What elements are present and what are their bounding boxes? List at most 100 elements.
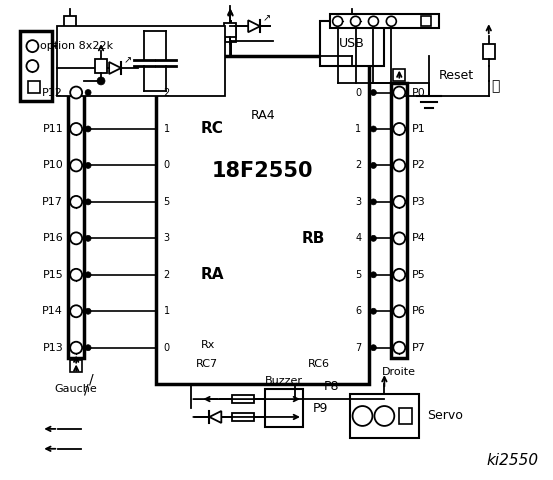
Bar — [28, 81, 40, 93]
Bar — [330, 14, 439, 28]
Text: P4: P4 — [412, 233, 426, 243]
Text: RA: RA — [200, 267, 224, 282]
Text: P12: P12 — [43, 87, 63, 97]
Text: 7: 7 — [355, 343, 362, 353]
Circle shape — [393, 196, 405, 208]
Text: ↗: ↗ — [124, 55, 132, 65]
Text: Droite: Droite — [382, 367, 416, 377]
Text: P7: P7 — [412, 343, 426, 353]
Circle shape — [371, 308, 377, 314]
Text: 2: 2 — [164, 270, 170, 280]
Text: 0: 0 — [356, 87, 362, 97]
Text: P3: P3 — [412, 197, 426, 207]
Circle shape — [27, 60, 38, 72]
Circle shape — [393, 305, 405, 317]
Bar — [265, 389, 303, 427]
Bar — [64, 16, 76, 29]
Circle shape — [393, 269, 405, 281]
Circle shape — [351, 16, 361, 26]
Circle shape — [85, 235, 91, 241]
Text: P13: P13 — [43, 343, 63, 353]
Circle shape — [393, 342, 405, 354]
Text: 6: 6 — [356, 306, 362, 316]
Bar — [70, 360, 82, 372]
Text: 5: 5 — [355, 270, 362, 280]
Bar — [68, 83, 84, 358]
Text: 1: 1 — [164, 124, 170, 134]
Text: P14: P14 — [43, 306, 63, 316]
Bar — [421, 16, 431, 26]
Text: 3: 3 — [356, 197, 362, 207]
Circle shape — [371, 126, 377, 132]
Bar — [225, 23, 236, 37]
Circle shape — [70, 159, 82, 171]
Circle shape — [371, 162, 377, 168]
Text: Buzzer: Buzzer — [265, 376, 303, 386]
Text: Gauche: Gauche — [55, 384, 97, 395]
Polygon shape — [248, 20, 260, 32]
Text: ⎴: ⎴ — [492, 79, 500, 93]
Text: P15: P15 — [43, 270, 63, 280]
Circle shape — [393, 159, 405, 171]
Text: 4: 4 — [356, 233, 362, 243]
Text: Servo: Servo — [427, 409, 463, 422]
Polygon shape — [109, 62, 121, 74]
Text: P2: P2 — [412, 160, 426, 170]
Text: RC7: RC7 — [195, 360, 217, 370]
Circle shape — [374, 406, 394, 426]
Bar — [320, 21, 384, 66]
Text: 1: 1 — [356, 124, 362, 134]
Bar — [393, 69, 405, 81]
Bar — [399, 408, 412, 424]
Circle shape — [368, 16, 378, 26]
Bar — [392, 83, 407, 358]
Circle shape — [85, 199, 91, 205]
Circle shape — [393, 232, 405, 244]
Circle shape — [371, 235, 377, 241]
Bar — [483, 44, 495, 59]
Text: P0: P0 — [412, 87, 426, 97]
Circle shape — [70, 86, 82, 98]
Circle shape — [371, 199, 377, 205]
Text: 3: 3 — [164, 233, 170, 243]
Circle shape — [85, 126, 91, 132]
Bar — [95, 59, 107, 73]
Bar — [349, 394, 419, 438]
Circle shape — [85, 162, 91, 168]
Text: /: / — [84, 383, 88, 396]
Text: 5: 5 — [164, 197, 170, 207]
Circle shape — [371, 272, 377, 278]
Circle shape — [85, 345, 91, 351]
Text: /: / — [89, 372, 93, 386]
Circle shape — [393, 86, 405, 98]
Circle shape — [85, 272, 91, 278]
Text: P8: P8 — [324, 380, 340, 393]
Circle shape — [27, 40, 38, 52]
Text: Reset: Reset — [439, 70, 474, 83]
Text: 0: 0 — [164, 160, 170, 170]
Circle shape — [387, 16, 397, 26]
Circle shape — [393, 123, 405, 135]
Text: 0: 0 — [164, 343, 170, 353]
Circle shape — [371, 345, 377, 351]
Circle shape — [70, 232, 82, 244]
Text: P1: P1 — [412, 124, 426, 134]
Text: P5: P5 — [412, 270, 426, 280]
Circle shape — [353, 406, 372, 426]
Text: P16: P16 — [43, 233, 63, 243]
Circle shape — [97, 77, 105, 85]
Text: P6: P6 — [412, 306, 426, 316]
Bar — [232, 395, 254, 403]
Circle shape — [70, 269, 82, 281]
Circle shape — [70, 342, 82, 354]
Circle shape — [70, 123, 82, 135]
Circle shape — [70, 196, 82, 208]
Circle shape — [70, 305, 82, 317]
Text: USB: USB — [339, 37, 365, 50]
Text: RA4: RA4 — [251, 108, 275, 121]
Text: RC: RC — [200, 121, 223, 136]
Text: P9: P9 — [313, 402, 328, 415]
Bar — [20, 31, 53, 101]
Text: P10: P10 — [43, 160, 63, 170]
Text: option 8x22k: option 8x22k — [40, 41, 113, 51]
